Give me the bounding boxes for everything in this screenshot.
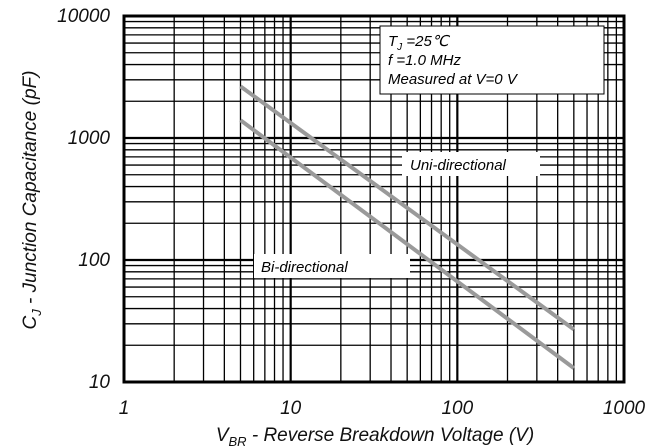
- series-lines: [239, 84, 576, 370]
- y-tick-label: 100: [78, 250, 110, 271]
- temperature-condition: TJ =25℃: [388, 33, 451, 53]
- bi-directional-label-group: Bi-directional: [254, 254, 410, 278]
- x-axis-label: VBR - Reverse Breakdown Voltage (V): [216, 425, 534, 448]
- x-tick-label: 1000: [603, 398, 646, 419]
- x-tick-label: 10: [280, 398, 302, 419]
- y-tick-label: 10: [89, 372, 111, 393]
- measurement-condition: Measured at V=0 V: [388, 71, 519, 88]
- plot-frame: [122, 14, 626, 384]
- uni-directional-label: Uni-directional: [410, 157, 507, 174]
- bi-directional-label: Bi-directional: [261, 259, 348, 276]
- x-tick-label: 1: [119, 398, 130, 419]
- uni-directional-label-group: Uni-directional: [402, 152, 540, 176]
- x-tick-label: 100: [441, 398, 473, 419]
- y-tick-labels: 10 100 1000 10000: [57, 6, 110, 393]
- series-line-uni-directional: [239, 84, 576, 331]
- frequency-condition: f =1.0 MHz: [388, 52, 461, 69]
- conditions-box: TJ =25℃ f =1.0 MHz Measured at V=0 V: [379, 25, 605, 95]
- series-line-bi-directional: [239, 118, 576, 370]
- y-axis-label: CJ - Junction Capacitance (pF): [20, 71, 44, 330]
- y-tick-label: 10000: [57, 6, 110, 27]
- y-tick-label: 1000: [68, 128, 111, 149]
- x-tick-labels: 1 10 100 1000: [119, 398, 646, 419]
